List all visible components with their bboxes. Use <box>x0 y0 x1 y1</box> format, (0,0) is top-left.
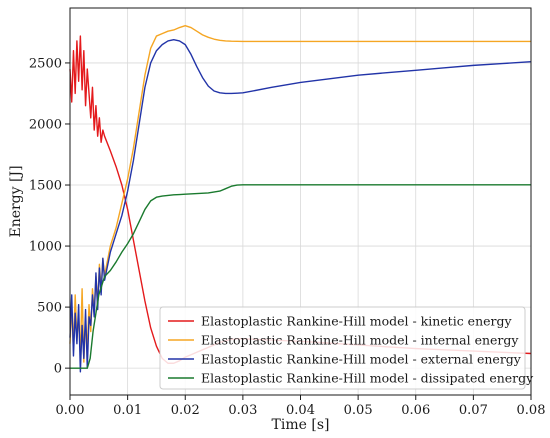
x-tick-label: 0.05 <box>344 403 373 418</box>
legend-label-3: Elastoplastic Rankine-Hill model - exter… <box>201 352 522 367</box>
axis-ticks: 0.00 0.01 0.02 0.03 0.04 0.05 0.06 0.07 0.08 0 500… <box>29 56 546 418</box>
y-tick-label: 0 <box>54 362 62 377</box>
legend-label-2: Elastoplastic Rankine-Hill model - inter… <box>201 333 519 348</box>
series-line-4 <box>70 184 531 369</box>
x-tick-label: 0.01 <box>113 403 142 418</box>
y-tick-label: 1000 <box>29 240 62 255</box>
legend-box <box>159 306 526 390</box>
series-line-3 <box>69 39 532 373</box>
y-axis-label: Energy [J] <box>8 165 24 237</box>
x-axis-label: Time [s] <box>272 417 330 433</box>
x-tick-label: 0.06 <box>401 403 430 418</box>
x-tick-label: 0.02 <box>171 403 200 418</box>
x-tick-label: 0.00 <box>56 403 85 418</box>
x-tick-label: 0.03 <box>228 403 257 418</box>
x-tick-label: 0.04 <box>286 403 315 418</box>
y-tick-label: 1500 <box>29 179 62 194</box>
x-tick-label: 0.08 <box>517 403 546 418</box>
legend-label-1: Elastoplastic Rankine-Hill model - kinet… <box>201 314 512 329</box>
y-tick-label: 500 <box>37 301 62 316</box>
x-tick-label: 0.07 <box>459 403 488 418</box>
y-tick-label: 2000 <box>29 117 62 132</box>
legend-label-4: Elastoplastic Rankine-Hill model - dissi… <box>201 371 534 386</box>
y-tick-label: 2500 <box>29 56 62 71</box>
legend: Elastoplastic Rankine-Hill model - kinet… <box>159 306 534 390</box>
